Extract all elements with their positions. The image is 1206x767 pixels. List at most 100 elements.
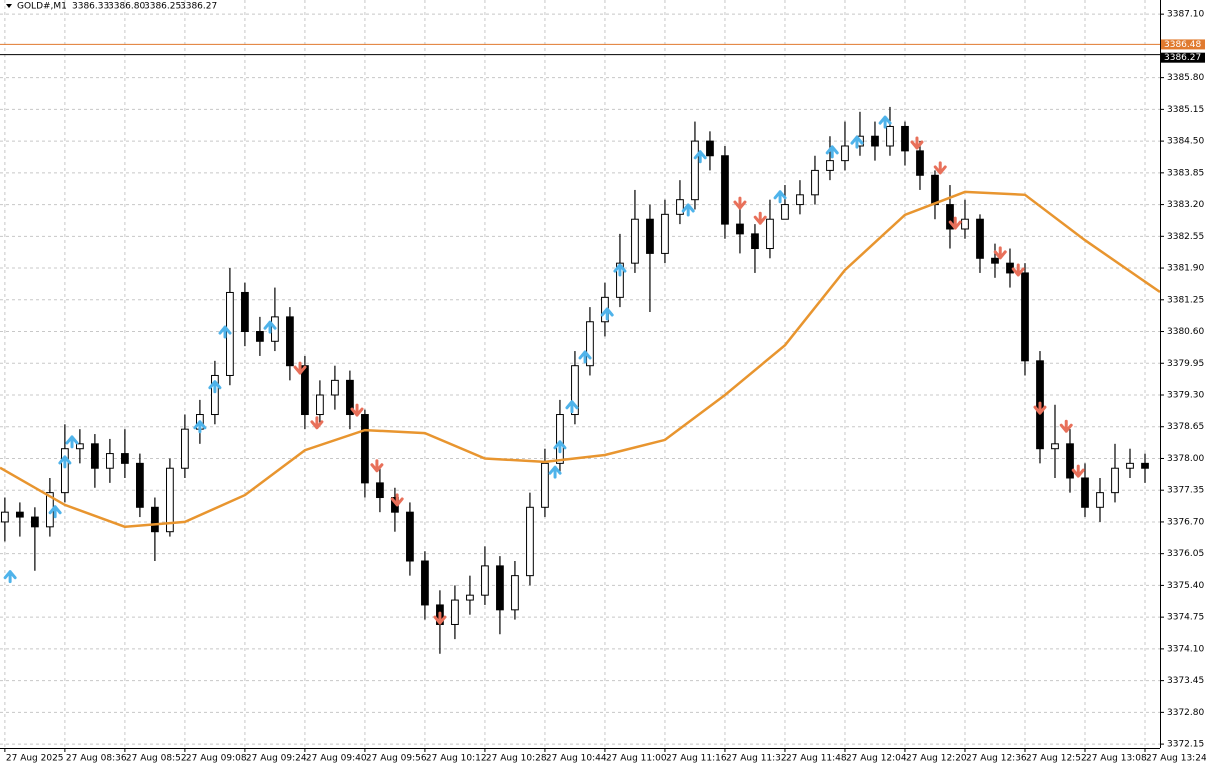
- candle-body: [721, 155, 729, 225]
- candle-body: [1096, 492, 1104, 508]
- x-tick-label: 27 Aug 08:36: [66, 754, 127, 764]
- sell-arrow: [293, 361, 307, 375]
- buy-arrow: [218, 325, 232, 339]
- x-tick-label: 27 Aug 12:20: [906, 754, 967, 764]
- y-tick-label: 3376.05: [1167, 549, 1204, 559]
- buy-arrow: [825, 145, 839, 159]
- candle-body: [361, 414, 369, 484]
- grid: [0, 0, 1160, 748]
- candle-body: [616, 262, 624, 298]
- candle-body: [961, 218, 969, 230]
- buy-arrow: [58, 455, 72, 469]
- candle-body: [751, 233, 759, 250]
- candle-body: [286, 316, 294, 367]
- candle-body: [31, 516, 39, 528]
- y-tick-label: 3372.15: [1167, 740, 1204, 750]
- y-tick-label: 3373.45: [1167, 676, 1204, 686]
- header-open: 3386.33: [72, 2, 109, 12]
- sell-arrow: [1071, 464, 1085, 478]
- candle-body: [121, 453, 129, 464]
- buy-arrow: [878, 115, 892, 129]
- x-tick-label: 27 Aug 09:24: [246, 754, 307, 764]
- x-tick-label: 27 Aug 10:28: [486, 754, 547, 764]
- buy-arrow: [263, 320, 277, 334]
- candle-body: [106, 453, 114, 469]
- candle-body: [1111, 467, 1119, 494]
- price-badge-label: 3386.48: [1164, 40, 1201, 50]
- y-tick-label: 3382.55: [1167, 232, 1204, 242]
- y-tick-label: 3376.70: [1167, 517, 1204, 527]
- candle-body: [781, 204, 789, 220]
- candle-body: [331, 379, 339, 396]
- x-tick-label: 27 Aug 12:36: [966, 754, 1027, 764]
- sell-arrow: [433, 611, 447, 625]
- candle-body: [811, 169, 819, 196]
- buy-arrow: [600, 307, 614, 321]
- buy-arrow: [578, 350, 592, 364]
- y-tick-label: 3379.95: [1167, 359, 1204, 369]
- y-tick-label: 3374.10: [1167, 644, 1204, 654]
- buy-arrow: [773, 190, 787, 204]
- candle-body: [1081, 477, 1089, 508]
- y-tick-label: 3385.80: [1167, 73, 1204, 83]
- x-tick-label: 27 Aug 08:52: [126, 754, 187, 764]
- sell-arrow: [1033, 401, 1047, 415]
- y-tick-label: 3384.50: [1167, 137, 1204, 147]
- y-tick-label: 3379.30: [1167, 390, 1204, 400]
- candle-body: [916, 150, 924, 176]
- candle-body: [676, 199, 684, 215]
- y-tick-label: 3378.65: [1167, 422, 1204, 432]
- y-tick-label: 3372.80: [1167, 708, 1204, 718]
- candle-body: [736, 223, 744, 235]
- x-tick-label: 27 Aug 09:08: [186, 754, 247, 764]
- symbol: GOLD#,M1: [17, 2, 67, 12]
- candle-body: [256, 331, 264, 342]
- buy-arrow: [681, 203, 695, 217]
- buy-arrow: [48, 505, 62, 519]
- x-tick-label: 27 Aug 10:44: [546, 754, 607, 764]
- y-tick-label: 3375.40: [1167, 581, 1204, 591]
- sell-arrow: [350, 403, 364, 417]
- candle-body: [871, 135, 879, 147]
- candle-body: [1141, 462, 1149, 469]
- candle-body: [211, 374, 219, 416]
- sell-arrow: [733, 196, 747, 210]
- x-tick-label: 27 Aug 11:00: [606, 754, 667, 764]
- buy-arrow: [3, 570, 17, 584]
- candle-body: [406, 511, 414, 562]
- sell-arrow: [1059, 419, 1073, 433]
- candle-body: [151, 506, 159, 533]
- buy-arrow: [193, 420, 207, 434]
- y-tick-label: 3380.60: [1167, 327, 1204, 337]
- sell-arrow: [1011, 263, 1025, 277]
- x-tick-label: 27 Aug 10:12: [426, 754, 487, 764]
- x-tick-label: 27 Aug 13:08: [1086, 754, 1147, 764]
- candle-body: [91, 443, 99, 469]
- candle-body: [16, 511, 24, 518]
- sell-arrow: [390, 493, 404, 507]
- candle-body: [376, 482, 384, 499]
- menu-triangle[interactable]: [6, 4, 12, 8]
- buy-arrow: [565, 400, 579, 414]
- plot: [0, 43, 1161, 654]
- price-badge: [1161, 52, 1205, 63]
- candle-body: [166, 467, 174, 533]
- candle-body: [301, 365, 309, 416]
- candle-body: [901, 125, 909, 152]
- sell-arrow: [993, 246, 1007, 260]
- y-tick-label: 3383.85: [1167, 168, 1204, 178]
- candle-body: [946, 204, 954, 230]
- price-badge: [1161, 39, 1205, 50]
- candle-body: [706, 140, 714, 157]
- header-low: 3386.25: [144, 2, 181, 12]
- buy-arrow: [208, 380, 222, 394]
- y-tick-label: 3385.15: [1167, 105, 1204, 115]
- candle-body: [661, 213, 669, 254]
- x-tick-label: 27 Aug 12:04: [846, 754, 907, 764]
- x-tick-label: 27 Aug 12:52: [1026, 754, 1087, 764]
- buy-arrow: [693, 150, 707, 164]
- candle-body: [586, 321, 594, 367]
- axes: 3387.10 3385.80 3385.15 3384.50 3383.85 3383.…: [4, 10, 1206, 764]
- candle-body: [541, 462, 549, 508]
